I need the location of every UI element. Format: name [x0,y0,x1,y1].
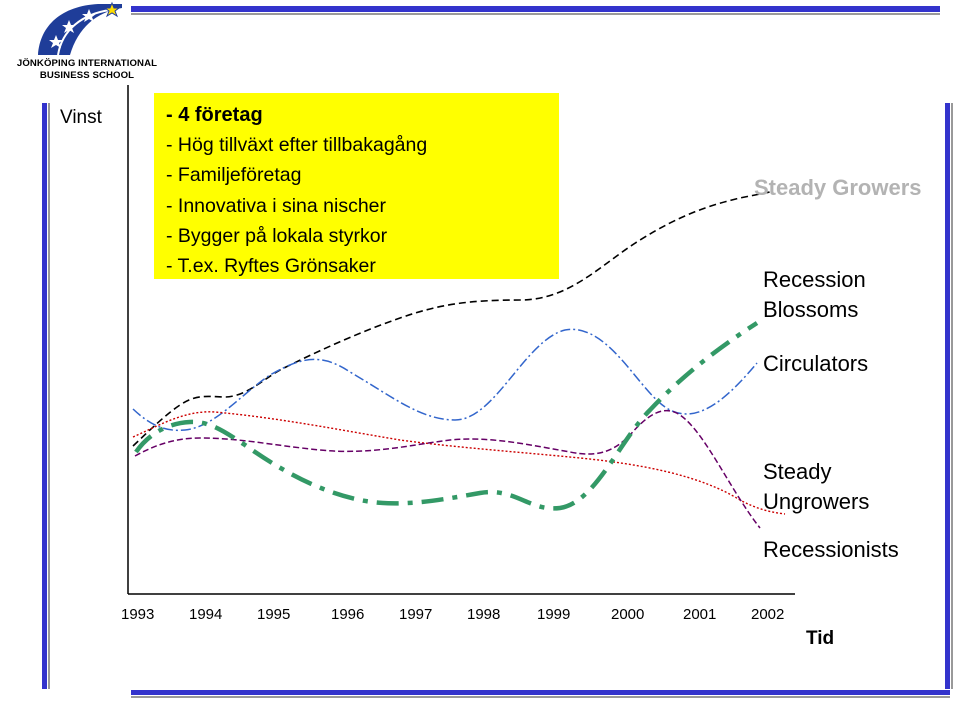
callout-line: - Hög tillväxt efter tillbakagång [166,134,428,157]
x-tick-label: 1998 [467,606,501,623]
x-tick-label: 1996 [331,606,365,623]
x-tick-label: 1997 [399,606,433,623]
label-recession-blossoms-2: Blossoms [763,297,859,322]
left-bar-gray [48,103,50,689]
label-steady-growers: Steady Growers [754,175,922,200]
x-tick-label: 2002 [751,606,785,623]
label-recession-blossoms-1: Recession [763,267,866,292]
logo-text: JÖNKÖPING INTERNATIONAL BUSINESS SCHOOL [2,58,172,82]
callout-box: - 4 företag - Hög tillväxt efter tillbak… [154,93,559,279]
callout-line: - Familjeföretag [166,164,302,187]
bottom-bar-blue [131,690,950,695]
top-bar-blue [131,6,940,12]
logo-emblem [38,1,122,56]
callout-line: - T.ex. Ryftes Grönsaker [166,255,376,278]
logo-star-2 [82,9,96,22]
x-tick-label: 2000 [611,606,645,623]
line-recessionists [134,409,761,529]
x-tick-label: 1999 [537,606,571,623]
x-tick-label: 1994 [189,606,223,623]
callout-line: - Innovativa i sina nischer [166,194,387,217]
x-axis-label: Tid [806,628,835,649]
label-steady-ungrowers-2: Ungrowers [763,489,870,514]
callout-line: - Bygger på lokala styrkor [166,224,388,247]
left-bar-blue [42,103,47,689]
right-bar-gray [951,103,953,689]
logo-star-4 [103,1,121,18]
x-tick-label: 1995 [257,606,291,623]
logo-star-3 [49,35,63,48]
y-axis-label: Vinst [60,107,102,128]
line-steady-ungrowers [132,411,786,515]
logo-star-1 [62,20,76,33]
bottom-bar-gray [131,696,950,698]
logo-line-2: BUSINESS SCHOOL [39,70,135,81]
line-circulators [132,328,758,432]
logo-arc [57,9,111,56]
label-recessionists: Recessionists [763,537,899,562]
label-circulators: Circulators [763,351,869,376]
x-tick-label: 1993 [121,606,155,623]
top-bar-gray [131,13,940,15]
line-recession-blossoms [134,321,759,511]
label-steady-ungrowers-1: Steady [763,459,832,484]
logo-line-1: JÖNKÖPING INTERNATIONAL [16,58,158,69]
right-bar-blue [945,103,950,689]
callout-line: - 4 företag [166,104,263,126]
line-steady-growers [132,191,771,447]
x-tick-label: 2001 [683,606,717,623]
